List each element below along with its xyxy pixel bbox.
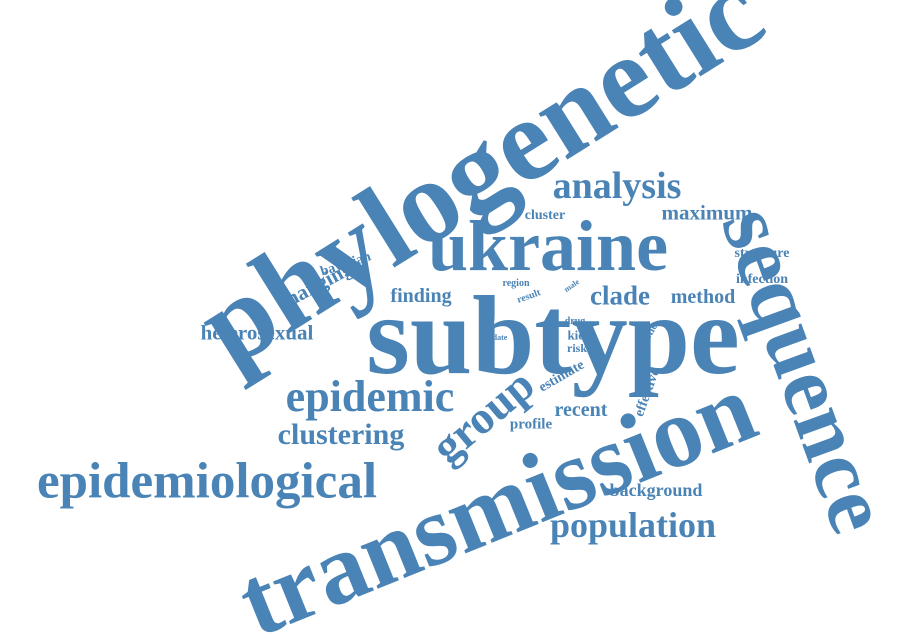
word-maximum: maximum [661, 200, 753, 225]
word-epidemiological: epidemiological [37, 453, 377, 510]
word-date: date [492, 333, 508, 342]
word-kiev: kiev [567, 327, 591, 343]
word-heterosexual: heterosexual [200, 320, 314, 345]
word-finding: finding [390, 285, 452, 307]
word-method: method [670, 286, 736, 308]
word-analysis: analysis [552, 165, 682, 207]
word-subtype: subtype [366, 274, 740, 398]
word-drug: drug [564, 316, 586, 327]
word-epidemic: epidemic [285, 372, 455, 421]
word-risk: risk [566, 341, 588, 355]
word-cluster: cluster [524, 208, 566, 223]
word-region: region [502, 278, 530, 289]
word-population: population [549, 505, 717, 545]
word-infection: infection [735, 272, 789, 287]
word-profile: profile [509, 416, 553, 433]
word-clustering: clustering [277, 418, 405, 451]
word-clade: clade [590, 280, 650, 311]
word-recent: recent [554, 399, 608, 421]
word-structure: structure [734, 246, 790, 261]
word-ukraine: ukraine [427, 206, 669, 286]
word-background: background [609, 480, 703, 500]
